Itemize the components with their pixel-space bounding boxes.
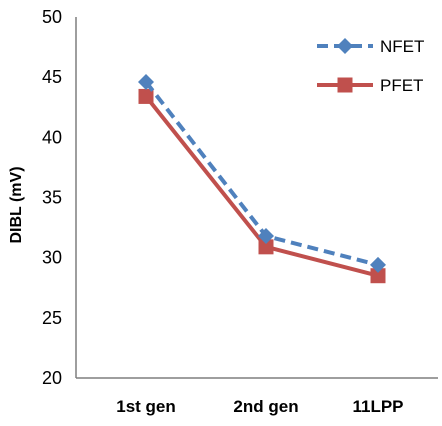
data-point-pfet — [370, 268, 386, 284]
x-tick-label: 2nd gen — [233, 397, 298, 416]
data-point-nfet — [258, 228, 274, 245]
series-layer — [138, 73, 386, 284]
y-tick-label: 30 — [42, 248, 62, 268]
legend: NFET PFET — [317, 37, 424, 95]
legend-item-nfet: NFET — [317, 37, 424, 56]
plot-area-frame — [75, 17, 438, 379]
y-tick-label: 20 — [42, 368, 62, 388]
y-axis-ticks: 20 25 30 35 40 45 50 — [42, 7, 62, 388]
y-tick-label: 40 — [42, 127, 62, 147]
data-point-pfet — [258, 239, 274, 255]
series-pfet — [138, 88, 386, 284]
legend-marker-nfet — [337, 38, 353, 54]
data-point-pfet — [138, 88, 154, 104]
x-tick-label: 11LPP — [352, 397, 403, 416]
data-point-nfet — [370, 256, 386, 273]
legend-label-nfet: NFET — [380, 37, 424, 56]
legend-label-pfet: PFET — [380, 76, 423, 95]
series-nfet — [138, 73, 386, 273]
x-axis-ticks: 1st gen 2nd gen 11LPP — [116, 397, 403, 416]
y-tick-label: 35 — [42, 188, 62, 208]
x-tick-label: 1st gen — [116, 397, 176, 416]
data-point-nfet — [138, 73, 154, 90]
legend-marker-pfet — [337, 77, 353, 93]
y-tick-label: 45 — [42, 67, 62, 87]
y-tick-label: 25 — [42, 308, 62, 328]
legend-item-pfet: PFET — [317, 76, 423, 95]
y-axis-title: DIBL (mV) — [8, 166, 25, 243]
y-tick-label: 50 — [42, 7, 62, 27]
